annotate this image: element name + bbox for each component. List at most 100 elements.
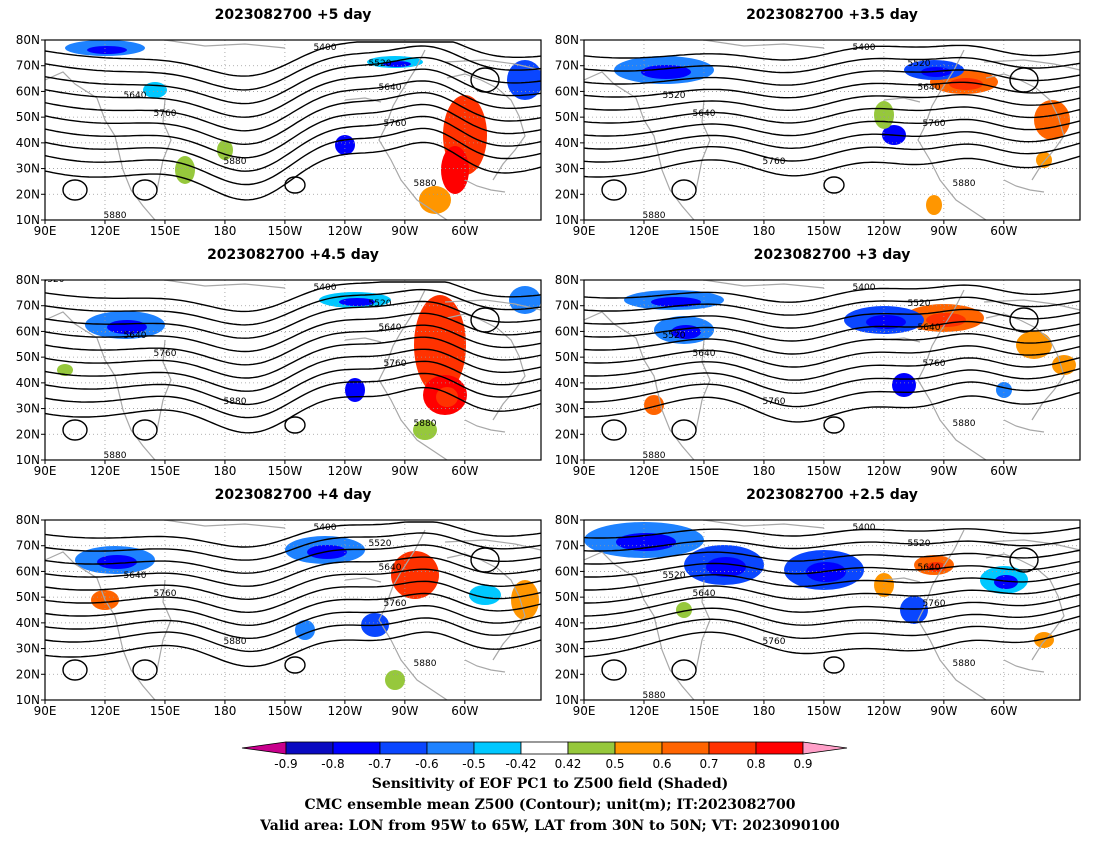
lon-label: 120E [90,464,121,478]
panel-title-2: 2023082700 +3.5 day [746,7,918,23]
lat-label: 80N [16,513,40,527]
lon-label: 90E [573,224,596,238]
contour-label: 5400 [314,43,337,53]
z500-contour [584,378,1080,408]
lon-label: 120E [629,224,660,238]
colorbar-box [755,741,804,755]
z500-contour [45,348,541,392]
lon-label: 60W [451,464,478,478]
lat-label: 40N [16,376,40,390]
lon-label: 90E [573,704,596,718]
z500-contour [45,386,541,434]
contour-label: 5760 [154,109,177,119]
lat-label: 60N [16,324,40,338]
sensitivity-blob-core [456,117,478,157]
z500-closed-contour [62,659,88,681]
footer-line-3: Valid area: LON from 95W to 65W, LAT fro… [260,818,840,834]
lat-label: 40N [16,136,40,150]
contour-label: 5880 [643,691,666,701]
coastline [883,97,921,103]
z500-closed-contour [1009,67,1039,93]
coastline [695,579,711,671]
sensitivity-blob [1052,355,1076,375]
footer-line-2: CMC ensemble mean Z500 (Contour); unit(m… [304,797,796,813]
contour-label: 5760 [154,349,177,359]
coastline [917,529,987,700]
lon-label: 60W [451,224,478,238]
panel-title-1: 2023082700 +5 day [214,7,372,23]
sensitivity-blob-core [706,557,746,577]
z500-closed-contour [823,656,845,674]
lon-label: 60W [990,704,1017,718]
map-frame [44,519,542,701]
coastline [378,49,448,220]
lat-label: 40N [555,136,579,150]
z500-closed-contour [823,176,845,194]
sensitivity-blob [413,420,437,440]
contour-label: 5880 [224,637,247,647]
map-frame [44,39,542,221]
lat-label: 70N [555,59,579,73]
contour-label: 5760 [154,589,177,599]
z500-contour [45,592,541,627]
sensitivity-blob [509,286,541,314]
lat-label: 50N [16,110,40,124]
colorbar-box [426,741,475,755]
lon-label: 150E [150,224,181,238]
colorbar-label: -0.7 [368,757,391,771]
colorbar-box [473,741,522,755]
z500-contour [584,155,1080,178]
contour-label: 5400 [853,283,876,293]
lon-label: 120E [629,464,660,478]
map-svg-1: 5400 5520 5640 5640 5760 5760 5880 5880 5880 80N 7… [16,33,542,238]
colorbar-extend-low [241,741,287,755]
colorbar: -0.9 -0.8 -0.7 -0.6 -0.5 -0.42 0.42 0.5 0.6 0.7 0.… [240,740,862,776]
map-frame [583,39,1081,221]
contour-label: 5640 [918,563,941,573]
z500-contour [584,56,1080,74]
z500-contour [45,568,541,601]
sensitivity-blob [57,364,73,376]
lon-label: 120E [90,224,121,238]
z500-contour [45,288,541,326]
lon-label: 180 [752,224,775,238]
z500-contour [584,615,1080,643]
lat-label: 30N [16,162,40,176]
lat-label: 30N [555,402,579,416]
lat-label: 40N [555,376,579,390]
z500-contour [584,320,1080,342]
z500-contour [584,345,1080,368]
contour-label: 5880 [414,659,437,669]
lon-label: 120E [90,704,121,718]
z500-contour [45,556,541,587]
map-panel-2: 5400 5520 5520 5640 5640 5760 5760 5880 5880 80N 7… [539,30,1084,245]
lat-label: 10N [16,693,40,707]
lon-label: 150W [807,464,842,478]
lat-label: 50N [16,350,40,364]
contour-label: 5760 [923,119,946,129]
colorbar-label: 0.42 [555,757,582,771]
lon-label: 90W [930,464,957,478]
contour-label: 5760 [763,397,786,407]
z500-contour [584,538,1080,552]
contour-label: 5520 [663,331,686,341]
sensitivity-blob-core [87,46,127,54]
z500-closed-contour [823,416,845,434]
z500-closed-contour [1009,307,1039,333]
z500-contour [45,324,541,366]
lat-label: 70N [16,539,40,553]
contour-label: 5880 [224,157,247,167]
z500-contour [584,94,1080,112]
coastline [917,49,987,220]
lon-label: 120W [866,704,901,718]
z500-contour [45,360,541,406]
colorbar-label: 0.9 [793,757,812,771]
contour-label: 5880 [414,419,437,429]
contour-label: 5640 [124,91,147,101]
map-svg-2: 5400 5520 5520 5640 5640 5760 5760 5880 5880 80N 7… [555,33,1081,238]
lon-label: 120E [629,704,660,718]
colorbar-box [520,741,569,755]
lat-label: 20N [555,427,579,441]
lon-label: 150E [689,224,720,238]
colorbar-svg: -0.9 -0.8 -0.7 -0.6 -0.5 -0.42 0.42 0.5 0.6 0.7 0.… [241,741,848,771]
